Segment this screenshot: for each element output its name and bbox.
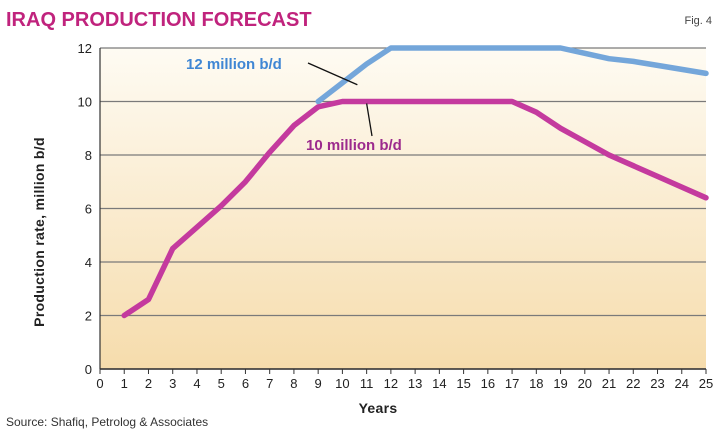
x-tick-label: 9 bbox=[315, 376, 322, 391]
x-tick-label: 7 bbox=[266, 376, 273, 391]
x-tick-label: 11 bbox=[360, 376, 374, 391]
x-tick-label: 1 bbox=[121, 376, 128, 391]
y-tick-label: 8 bbox=[85, 148, 92, 163]
x-axis-label: Years bbox=[359, 400, 398, 416]
series-line-12-million bbox=[315, 45, 709, 105]
x-tick-label: 23 bbox=[650, 376, 664, 391]
y-tick-label: 10 bbox=[78, 95, 92, 110]
x-tick-label: 0 bbox=[96, 376, 103, 391]
x-tick-label: 4 bbox=[193, 376, 200, 391]
annotation-leader-12 bbox=[307, 62, 358, 86]
y-tick-label: 6 bbox=[85, 202, 92, 217]
y-tick-label: 4 bbox=[85, 255, 92, 270]
y-tick-label: 0 bbox=[85, 362, 92, 377]
annotation-10-million: 10 million b/d bbox=[306, 137, 402, 154]
figure-label: Fig. 4 bbox=[684, 15, 712, 27]
x-tick-label: 13 bbox=[408, 376, 422, 391]
x-tick-label: 10 bbox=[335, 376, 349, 391]
x-tick-label: 8 bbox=[290, 376, 297, 391]
x-tick-label: 15 bbox=[456, 376, 470, 391]
x-tick-label: 14 bbox=[432, 376, 446, 391]
x-tick-label: 17 bbox=[505, 376, 519, 391]
source-note: Source: Shafiq, Petrolog & Associates bbox=[6, 415, 208, 429]
x-tick-label: 24 bbox=[675, 376, 689, 391]
series-lines bbox=[121, 45, 709, 319]
x-tick-label: 2 bbox=[145, 376, 152, 391]
x-tick-label: 16 bbox=[481, 376, 495, 391]
x-tick-label: 21 bbox=[602, 376, 616, 391]
x-tick-label: 22 bbox=[626, 376, 640, 391]
series-line-10-million bbox=[121, 98, 709, 319]
y-tick-label: 12 bbox=[78, 41, 92, 56]
chart-title: IRAQ PRODUCTION FORECAST bbox=[6, 9, 312, 31]
x-tick-label: 3 bbox=[169, 376, 176, 391]
x-tick-label: 19 bbox=[553, 376, 567, 391]
y-tick-label: 2 bbox=[85, 309, 92, 324]
x-tick-label: 20 bbox=[578, 376, 592, 391]
x-axis-ticks: 0 1 2 3 4 5 6 7 8 9 10 11 12 13 14 15 16 17 18 19 20 21 22 23 24… bbox=[96, 369, 713, 391]
annotation-12-million: 12 million b/d bbox=[186, 56, 282, 73]
x-tick-label: 25 bbox=[699, 376, 713, 391]
x-tick-label: 12 bbox=[384, 376, 398, 391]
y-axis-label: Production rate, million b/d bbox=[31, 137, 47, 327]
x-tick-label: 5 bbox=[218, 376, 225, 391]
annotation-leader-10 bbox=[365, 103, 373, 137]
y-axis-ticks: 0 2 4 6 8 10 12 bbox=[78, 41, 92, 377]
annotations: 12 million b/d 10 million b/d bbox=[186, 56, 402, 154]
x-tick-label: 6 bbox=[242, 376, 249, 391]
x-tick-label: 18 bbox=[529, 376, 543, 391]
